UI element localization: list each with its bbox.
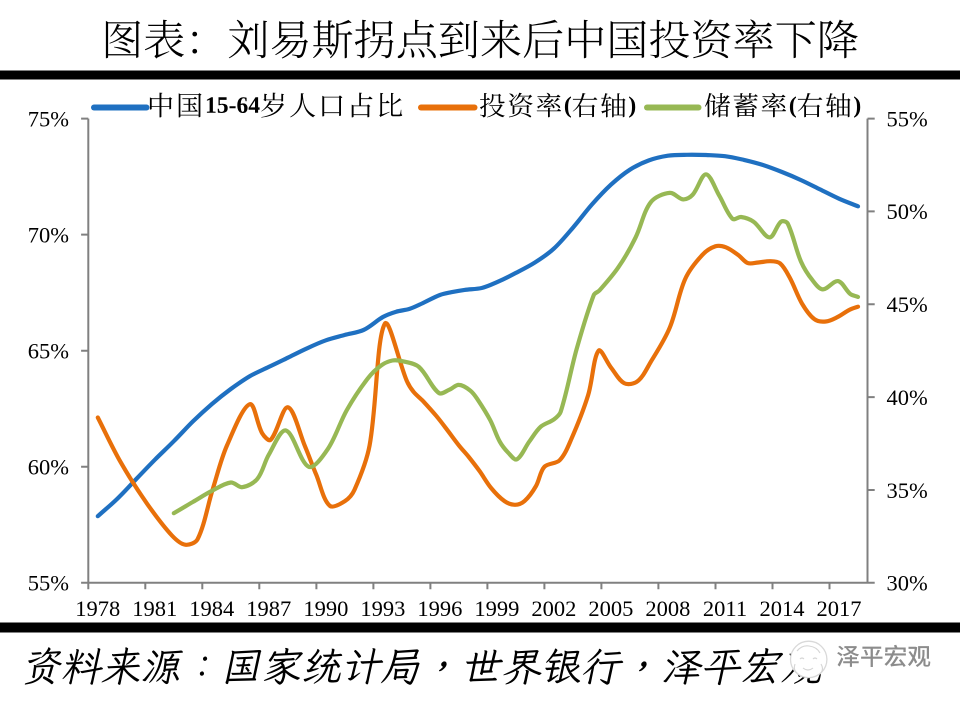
svg-text:2017: 2017 (817, 596, 862, 621)
svg-text:2014: 2014 (760, 596, 805, 621)
svg-text:2005: 2005 (588, 596, 633, 621)
svg-text:35%: 35% (887, 478, 928, 503)
svg-text:1993: 1993 (360, 596, 405, 621)
svg-text:40%: 40% (887, 385, 928, 410)
svg-text:65%: 65% (28, 339, 69, 364)
svg-text:75%: 75% (28, 106, 69, 131)
svg-text:30%: 30% (887, 571, 928, 596)
svg-text:60%: 60% (28, 455, 69, 480)
svg-text:2011: 2011 (703, 596, 747, 621)
svg-text:1984: 1984 (189, 596, 234, 621)
svg-text:1981: 1981 (132, 596, 177, 621)
svg-text:1999: 1999 (474, 596, 519, 621)
svg-text:50%: 50% (887, 199, 928, 224)
svg-text:55%: 55% (887, 106, 928, 131)
svg-text:1996: 1996 (417, 596, 462, 621)
svg-text:1978: 1978 (75, 596, 120, 621)
svg-text:1987: 1987 (246, 596, 291, 621)
svg-text:70%: 70% (28, 222, 69, 247)
svg-text:2008: 2008 (645, 596, 690, 621)
svg-text:2002: 2002 (531, 596, 576, 621)
svg-text:1990: 1990 (303, 596, 348, 621)
svg-text:55%: 55% (28, 571, 69, 596)
svg-text:45%: 45% (887, 292, 928, 317)
